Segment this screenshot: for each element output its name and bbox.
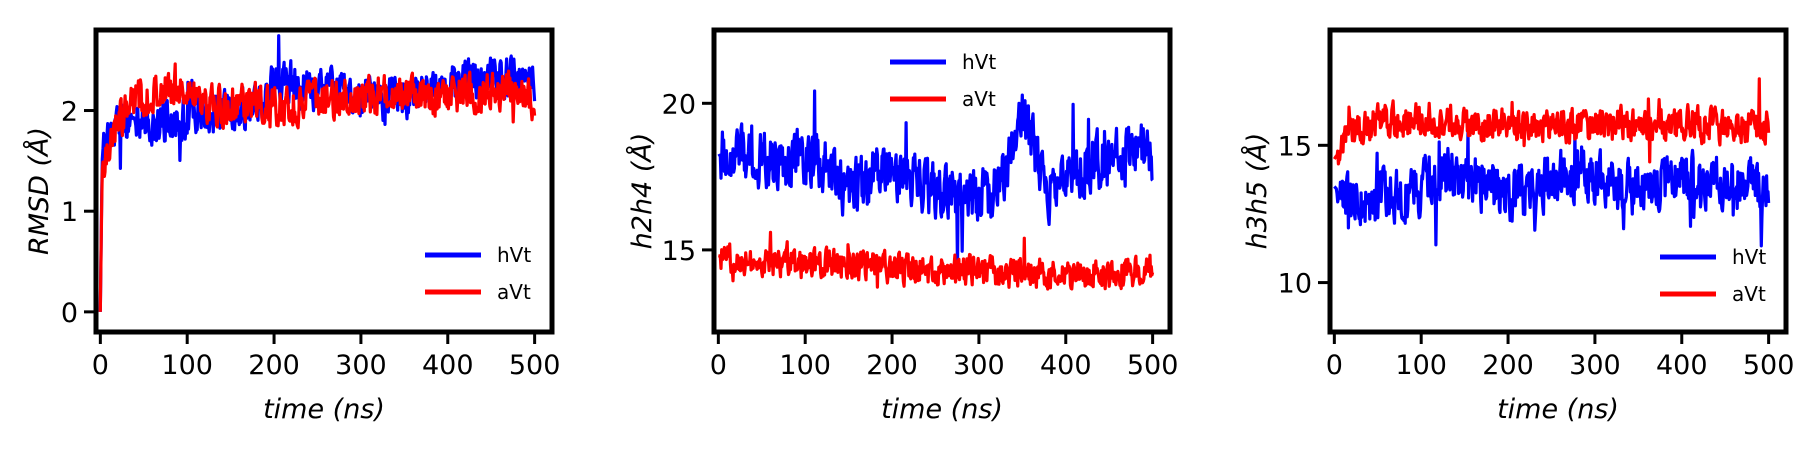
x-tick-label: 100 [161,350,213,381]
x-tick-label: 0 [1326,350,1343,381]
x-tick-label: 500 [1127,350,1179,381]
x-tick-label: 0 [710,350,727,381]
x-tick-label: 0 [92,350,109,381]
plot-area [1332,77,1771,248]
x-tick-label: 100 [779,350,831,381]
plot-frame [93,27,555,335]
x-tick-label: 500 [1743,350,1795,381]
legend-label-hVt: hVt [1732,245,1766,269]
y-tick-label: 1 [61,197,78,228]
y-tick-label: 15 [1278,131,1312,162]
y-tick-label: 15 [662,236,696,267]
x-axis-label: time (ns) [881,394,1003,425]
y-axis-label: h3h5 (Å) [1241,133,1273,250]
x-tick-label: 200 [866,350,918,381]
legend-label-hVt: hVt [497,243,531,267]
chart-panel-h3h5: 0 100 200 300 400 500 10 15 time (ns) h3h5 (Å) hVt… [1241,27,1795,425]
y-tick-label: 10 [1278,269,1312,300]
series-line-hVt [717,89,1154,269]
x-tick-label: 400 [422,350,474,381]
x-axis-label: time (ns) [263,394,385,425]
x-tick-label: 100 [1395,350,1447,381]
x-tick-label: 200 [248,350,300,381]
y-axis-label: h2h4 (Å) [626,133,658,250]
plot-frame [711,27,1173,335]
series-line-aVt [1332,77,1771,166]
series-line-hVt [1333,128,1771,248]
x-tick-label: 400 [1040,350,1092,381]
x-tick-label: 200 [1482,350,1534,381]
legend: hVt aVt [1660,245,1766,306]
legend-label-aVt: aVt [1732,282,1766,306]
y-tick-label: 20 [662,89,696,120]
y-tick-label: 0 [61,298,78,329]
legend-label-aVt: aVt [497,280,531,304]
series-line-aVt [717,230,1155,291]
legend: hVt aVt [890,50,996,111]
plot-area [98,34,537,312]
y-tick-label: 2 [61,97,78,128]
legend-label-aVt: aVt [962,87,996,111]
y-axis-label: RMSD (Å) [23,127,55,255]
x-tick-label: 300 [335,350,387,381]
plot-area [717,89,1155,291]
x-tick-label: 300 [1569,350,1621,381]
x-axis-label: time (ns) [1497,394,1619,425]
chart-panel-h2h4: 0 100 200 300 400 500 15 20 time (ns) h2h4 (Å) hVt… [626,27,1179,425]
series-line-aVt [98,62,537,312]
x-tick-label: 400 [1656,350,1708,381]
x-tick-label: 300 [953,350,1005,381]
legend: hVt aVt [425,243,531,304]
chart-panel-rmsd: 0 100 200 300 400 500 0 1 2 time (ns) RMSD (Å) hVt a… [23,27,561,425]
x-tick-label: 500 [509,350,561,381]
plot-frame [1327,27,1789,335]
legend-label-hVt: hVt [962,50,996,74]
